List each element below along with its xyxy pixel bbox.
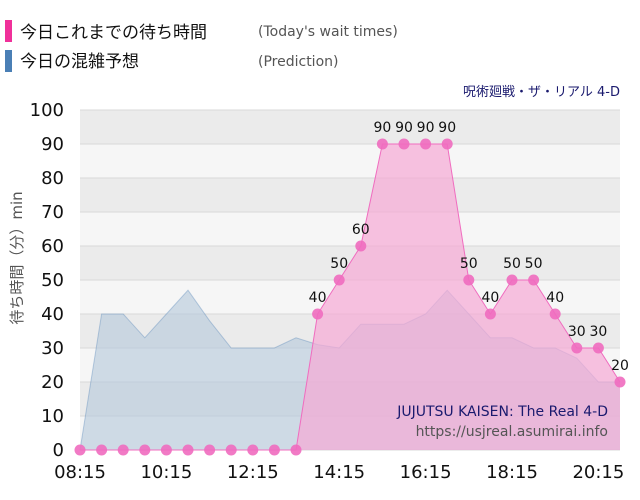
today-point [96,444,108,456]
today-point [312,308,324,320]
data-label: 90 [395,120,413,136]
data-label: 60 [352,222,370,238]
data-label: 90 [373,120,391,136]
watermark-url: https://usjreal.asumirai.info [416,424,608,440]
data-label: 40 [546,290,564,306]
today-points [74,138,626,456]
today-point [441,138,453,150]
y-tick-label: 30 [41,338,64,359]
today-point [290,444,302,456]
today-point [484,308,496,320]
y-tick-label: 0 [53,440,64,461]
x-tick-label: 18:15 [486,462,538,483]
today-point [592,342,604,354]
x-axis-ticks: 08:15 10:15 12:15 14:15 16:15 18:15 20:15 [54,462,624,483]
today-area [80,144,620,450]
attraction-name: 呪術廻戦・ザ・リアル 4-D [463,85,620,100]
legend-swatch-today [5,20,12,42]
y-tick-label: 40 [41,304,64,325]
watermark-title: JUJUTSU KAISEN: The Real 4-D [396,404,608,420]
y-tick-label: 90 [41,134,64,155]
today-point [355,240,367,252]
y-axis-label: 待ち時間（分）min [8,191,26,324]
y-tick-label: 10 [41,406,64,427]
today-point [160,444,172,456]
plot-band [80,110,620,144]
legend-note-prediction: (Prediction) [258,54,338,70]
today-point [139,444,151,456]
today-point [549,308,561,320]
legend-swatch-prediction [5,50,12,72]
data-label: 40 [481,290,499,306]
today-point [117,444,129,456]
today-point [463,274,475,286]
y-tick-label: 80 [41,168,64,189]
today-point [528,274,540,286]
x-tick-label: 14:15 [313,462,365,483]
data-label: 90 [417,120,435,136]
data-label: 30 [589,324,607,340]
legend-label-prediction: 今日の混雑予想 [20,52,139,72]
x-tick-label: 20:15 [572,462,624,483]
today-point [420,138,432,150]
today-point [398,138,410,150]
legend-note-today: (Today's wait times) [258,24,398,40]
data-label: 50 [460,256,478,272]
today-point [333,274,345,286]
today-point [571,342,583,354]
plot-band [80,144,620,178]
today-point [506,274,518,286]
data-label: 20 [611,358,629,374]
data-label: 90 [438,120,456,136]
today-point [268,444,280,456]
x-tick-label: 10:15 [140,462,192,483]
today-point [182,444,194,456]
y-tick-label: 70 [41,202,64,223]
x-tick-label: 12:15 [227,462,279,483]
today-point [74,444,86,456]
today-point [376,138,388,150]
y-axis-ticks: 0 10 20 30 40 50 60 70 80 90 100 [30,100,64,461]
legend-label-today: 今日これまでの待ち時間 [20,23,207,43]
y-tick-label: 50 [41,270,64,291]
today-point [204,444,216,456]
plot-band [80,212,620,246]
data-label: 50 [525,256,543,272]
data-label: 40 [309,290,327,306]
y-tick-label: 20 [41,372,64,393]
y-tick-label: 60 [41,236,64,257]
x-tick-label: 08:15 [54,462,106,483]
data-label: 50 [503,256,521,272]
plot-band [80,178,620,212]
today-point [225,444,237,456]
x-tick-label: 16:15 [400,462,452,483]
legend: 今日これまでの待ち時間 (Today's wait times) 今日の混雑予想… [5,20,398,72]
today-point [614,376,626,388]
y-tick-label: 100 [30,100,64,121]
today-point [247,444,259,456]
data-label: 30 [568,324,586,340]
data-label: 50 [330,256,348,272]
